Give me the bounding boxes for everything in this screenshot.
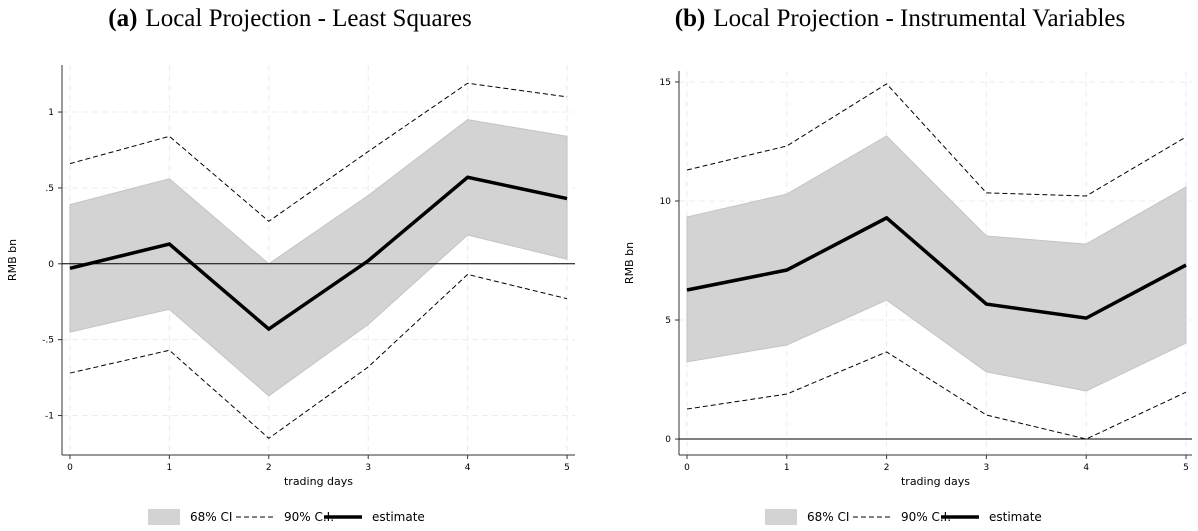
ci-band xyxy=(69,119,568,397)
x-tick-label: 5 xyxy=(1183,463,1189,473)
x-tick-label: 0 xyxy=(67,463,73,473)
title-text: Local Projection - Instrumental Variable… xyxy=(713,5,1125,32)
x-tick-label: 5 xyxy=(564,463,570,473)
x-tick-label: 3 xyxy=(984,463,990,473)
x-tick-label: 1 xyxy=(167,463,173,473)
estimate-line xyxy=(686,215,1187,320)
x-tick-label: 4 xyxy=(465,463,471,473)
chart-title: (a) Local Projection - Least Squares xyxy=(108,5,471,32)
chart-title: (b) Local Projection - Instrumental Varia… xyxy=(675,5,1125,32)
legend-label: estimate xyxy=(372,510,425,524)
y-tick-label: 10 xyxy=(660,197,672,207)
legend-label: estimate xyxy=(989,510,1042,524)
panel-label: (b) xyxy=(675,5,706,32)
x-tick-label: 0 xyxy=(684,463,690,473)
legend-label: 68% CI xyxy=(190,510,232,524)
y-tick-label: 5 xyxy=(665,316,671,326)
x-axis-label: trading days xyxy=(901,475,970,488)
y-tick-label: 15 xyxy=(660,78,671,88)
ci-line xyxy=(686,83,1187,197)
y-tick-label: 0 xyxy=(665,435,671,445)
legend-swatch xyxy=(765,509,797,525)
x-tick-label: 2 xyxy=(884,463,890,473)
title-text: Local Projection - Least Squares xyxy=(145,5,471,32)
ci-line xyxy=(69,273,568,439)
ci-line xyxy=(686,351,1187,440)
y-tick-label: -.5 xyxy=(42,336,54,346)
y-axis-label: RMB bn xyxy=(6,239,19,281)
x-tick-label: 3 xyxy=(365,463,371,473)
panel-label: (a) xyxy=(108,5,137,32)
y-tick-label: -1 xyxy=(45,412,54,422)
y-tick-label: 0 xyxy=(48,260,54,270)
legend-label: 90% C.I. xyxy=(901,510,951,524)
ci-band xyxy=(686,135,1187,392)
legend-label: 68% CI xyxy=(807,510,849,524)
estimate-line xyxy=(69,175,568,332)
x-tick-label: 4 xyxy=(1083,463,1089,473)
legend-label: 90% C.I. xyxy=(284,510,334,524)
x-tick-label: 2 xyxy=(266,463,272,473)
ci-line xyxy=(69,82,568,222)
x-axis-label: trading days xyxy=(284,475,353,488)
legend-swatch xyxy=(148,509,180,525)
y-axis-label: RMB bn xyxy=(623,242,636,284)
x-tick-label: 1 xyxy=(784,463,790,473)
y-tick-label: 1 xyxy=(48,108,54,118)
y-tick-label: .5 xyxy=(45,184,54,194)
